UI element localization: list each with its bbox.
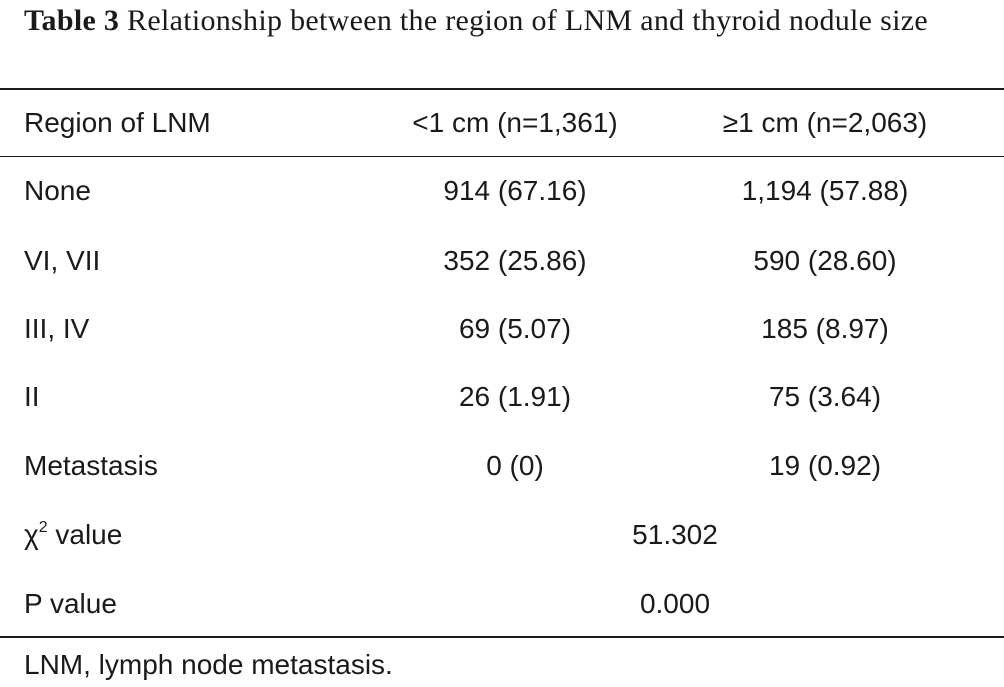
p-value-label: P value [24, 588, 117, 619]
table-caption-label: Table 3 [24, 4, 120, 37]
chi-symbol: χ [24, 519, 39, 550]
row-small-value: 26 (1.91) [458, 381, 572, 412]
row-small-value: 914 (67.16) [443, 175, 587, 206]
table-bottom-rule [0, 636, 1004, 638]
row-region: III, IV [24, 313, 90, 344]
chi-square-value: 51.302 [632, 519, 718, 550]
header-region: Region of LNM [24, 107, 211, 138]
table-top-rule [0, 88, 1004, 90]
row-small-value: 0 (0) [486, 450, 544, 481]
row-region: Metastasis [24, 450, 158, 481]
table-caption: Table 3 Relationship between the region … [24, 0, 980, 42]
row-small-value: 352 (25.86) [443, 245, 587, 276]
row-region: VI, VII [24, 245, 101, 276]
chi-label-rest: value [47, 519, 123, 550]
header-large-nodule: ≥1 cm (n=2,063) [722, 107, 928, 138]
row-region: II [24, 381, 40, 412]
row-large-value: 185 (8.97) [761, 313, 889, 344]
chi-square-label: χ2 value [24, 518, 122, 552]
chi-superscript: 2 [38, 519, 48, 536]
row-large-value: 590 (28.60) [753, 245, 897, 276]
table-footnote: LNM, lymph node metastasis. [24, 649, 393, 680]
row-large-value: 19 (0.92) [768, 450, 882, 481]
row-large-value: 1,194 (57.88) [741, 175, 909, 206]
header-rule [0, 156, 1004, 157]
table-caption-text: Relationship between the region of LNM a… [127, 4, 928, 37]
row-large-value: 75 (3.64) [768, 381, 882, 412]
p-value-value: 0.000 [639, 588, 711, 619]
row-small-value: 69 (5.07) [458, 313, 572, 344]
header-small-nodule: <1 cm (n=1,361) [412, 107, 618, 138]
row-region: None [24, 175, 91, 206]
